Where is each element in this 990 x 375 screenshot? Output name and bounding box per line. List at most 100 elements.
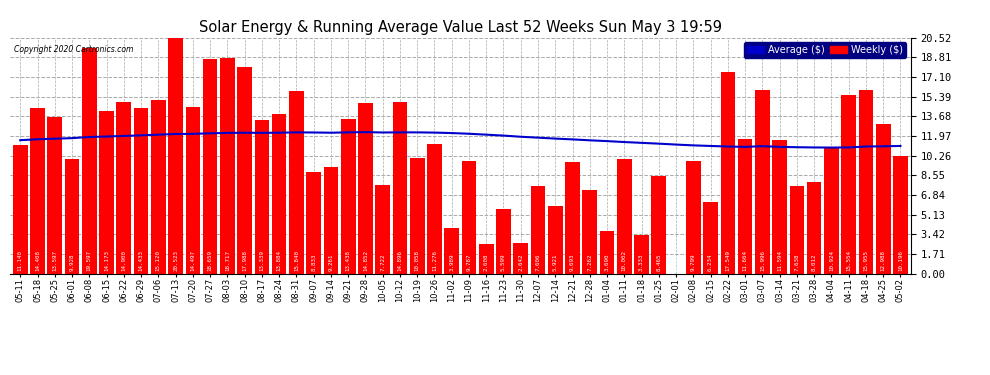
Text: 15.840: 15.840: [294, 250, 299, 271]
Text: 11.140: 11.140: [18, 250, 23, 271]
Bar: [151, 100, 165, 274]
Text: 11.664: 11.664: [742, 250, 747, 271]
Text: 2.642: 2.642: [518, 254, 524, 271]
Text: 8.012: 8.012: [812, 254, 817, 271]
Bar: [721, 72, 736, 274]
Bar: [134, 108, 148, 274]
Text: 15.120: 15.120: [155, 250, 160, 271]
Text: 7.606: 7.606: [536, 254, 541, 271]
Text: 17.988: 17.988: [243, 250, 248, 271]
Bar: [375, 185, 390, 274]
Text: Copyright 2020 Cartronics.com: Copyright 2020 Cartronics.com: [15, 45, 134, 54]
Bar: [790, 186, 804, 274]
Text: 14.852: 14.852: [363, 250, 368, 271]
Text: 14.408: 14.408: [35, 250, 40, 271]
Text: 13.438: 13.438: [346, 250, 350, 271]
Text: 15.955: 15.955: [863, 250, 868, 271]
Bar: [565, 162, 580, 274]
Text: 18.659: 18.659: [208, 250, 213, 271]
Bar: [807, 182, 822, 274]
Bar: [547, 206, 562, 274]
Text: 7.638: 7.638: [794, 254, 799, 271]
Bar: [13, 146, 28, 274]
Text: 10.196: 10.196: [898, 250, 903, 271]
Bar: [479, 244, 494, 274]
Text: 11.594: 11.594: [777, 250, 782, 271]
Bar: [48, 117, 62, 274]
Bar: [203, 59, 218, 274]
Text: 20.523: 20.523: [173, 250, 178, 271]
Text: 2.608: 2.608: [484, 254, 489, 271]
Bar: [393, 102, 407, 274]
Bar: [600, 231, 615, 274]
Text: 14.433: 14.433: [139, 250, 144, 271]
Bar: [324, 167, 339, 274]
Text: 19.597: 19.597: [87, 250, 92, 271]
Bar: [635, 236, 648, 274]
Bar: [117, 102, 131, 274]
Text: 15.996: 15.996: [760, 250, 765, 271]
Bar: [893, 156, 908, 274]
Bar: [254, 120, 269, 274]
Bar: [341, 119, 355, 274]
Text: 15.554: 15.554: [846, 250, 851, 271]
Bar: [185, 107, 200, 274]
Text: 14.173: 14.173: [104, 250, 109, 271]
Bar: [306, 172, 321, 274]
Text: 9.799: 9.799: [691, 254, 696, 271]
Legend: Average ($), Weekly ($): Average ($), Weekly ($): [743, 42, 906, 58]
Text: 8.833: 8.833: [311, 254, 316, 271]
Text: 5.921: 5.921: [552, 254, 557, 271]
Bar: [772, 140, 787, 274]
Text: 14.896: 14.896: [397, 250, 403, 271]
Bar: [842, 94, 856, 274]
Text: 10.002: 10.002: [622, 250, 627, 271]
Text: 0.008: 0.008: [673, 254, 678, 271]
Text: 10.058: 10.058: [415, 250, 420, 271]
Title: Solar Energy & Running Average Value Last 52 Weeks Sun May 3 19:59: Solar Energy & Running Average Value Las…: [199, 20, 722, 35]
Bar: [496, 209, 511, 274]
Bar: [168, 38, 183, 274]
Text: 3.333: 3.333: [640, 254, 644, 271]
Text: 13.884: 13.884: [276, 250, 281, 271]
Text: 14.900: 14.900: [122, 250, 127, 271]
Text: 9.928: 9.928: [69, 254, 74, 271]
Text: 13.597: 13.597: [52, 250, 57, 271]
Bar: [876, 124, 891, 274]
Bar: [651, 176, 666, 274]
Text: 14.497: 14.497: [190, 250, 195, 271]
Bar: [82, 48, 97, 274]
Text: 17.549: 17.549: [726, 250, 731, 271]
Text: 5.599: 5.599: [501, 254, 506, 271]
Bar: [461, 161, 476, 274]
Bar: [703, 202, 718, 274]
Text: 18.717: 18.717: [225, 250, 230, 271]
Bar: [358, 103, 373, 274]
Bar: [738, 140, 752, 274]
Text: 3.690: 3.690: [605, 254, 610, 271]
Bar: [824, 148, 839, 274]
Text: 12.988: 12.988: [881, 250, 886, 271]
Text: 9.693: 9.693: [570, 254, 575, 271]
Bar: [445, 228, 459, 274]
Bar: [272, 114, 286, 274]
Text: 10.924: 10.924: [829, 250, 834, 271]
Text: 6.234: 6.234: [708, 254, 713, 271]
Bar: [30, 108, 45, 274]
Text: 9.261: 9.261: [329, 254, 334, 271]
Bar: [64, 159, 79, 274]
Bar: [238, 67, 251, 274]
Bar: [755, 90, 769, 274]
Bar: [531, 186, 545, 274]
Bar: [858, 90, 873, 274]
Text: 13.339: 13.339: [259, 250, 264, 271]
Bar: [410, 158, 425, 274]
Bar: [427, 144, 442, 274]
Bar: [514, 243, 528, 274]
Bar: [582, 190, 597, 274]
Bar: [617, 159, 632, 274]
Bar: [289, 92, 304, 274]
Text: 7.262: 7.262: [587, 254, 592, 271]
Text: 8.465: 8.465: [656, 254, 661, 271]
Text: 3.989: 3.989: [449, 254, 454, 271]
